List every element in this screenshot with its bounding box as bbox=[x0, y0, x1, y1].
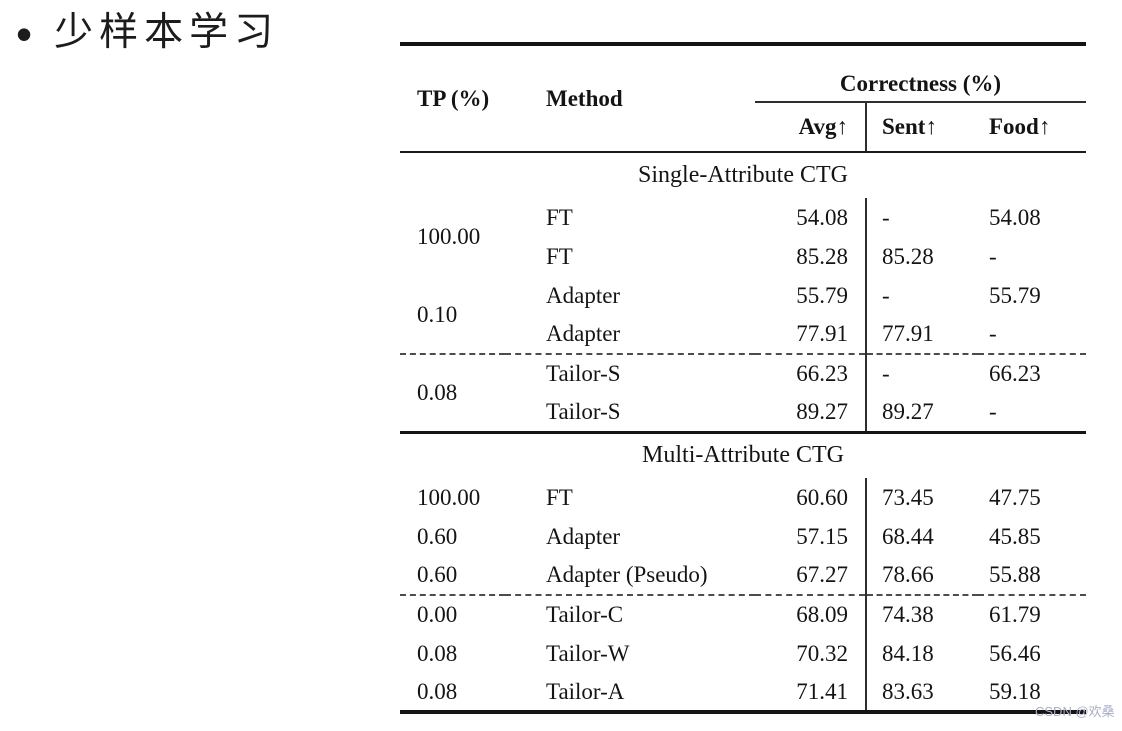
header-row-2: Avg↑ Sent↑ Food↑ bbox=[400, 102, 1087, 153]
bullet-icon: • bbox=[16, 8, 33, 60]
table-row: Tailor-S 89.27 89.27 - bbox=[400, 393, 1086, 432]
table-row: FT 85.28 85.28 - bbox=[400, 237, 1086, 276]
sent-cell: 83.63 bbox=[882, 678, 934, 704]
table-row: 100.00 FT 60.60 73.45 47.75 bbox=[400, 478, 1086, 517]
avg-cell: 85.28 bbox=[755, 237, 867, 276]
method-cell: Adapter (Pseudo) bbox=[546, 562, 708, 587]
avg-cell: 55.79 bbox=[755, 276, 867, 315]
food-cell: 45.85 bbox=[989, 523, 1041, 549]
food-cell: 47.75 bbox=[989, 484, 1041, 510]
food-cell: - bbox=[989, 321, 997, 346]
food-cell: 61.79 bbox=[978, 594, 1087, 634]
method-cell: Tailor-W bbox=[546, 640, 630, 666]
tp-cell: 0.60 bbox=[417, 562, 458, 587]
avg-cell: 66.23 bbox=[755, 353, 867, 393]
tp-cell: 0.08 bbox=[417, 640, 458, 666]
food-cell: 59.18 bbox=[989, 678, 1041, 704]
avg-cell: 71.41 bbox=[755, 673, 867, 712]
avg-cell: 67.27 bbox=[755, 556, 867, 595]
sent-cell: 74.38 bbox=[866, 594, 978, 634]
table-row: 0.60 Adapter 57.15 68.44 45.85 bbox=[400, 517, 1086, 556]
method-cell: Adapter bbox=[546, 321, 621, 346]
section-title: Single-Attribute CTG bbox=[638, 162, 848, 188]
col-header-correctness: Correctness (%) bbox=[755, 44, 1087, 103]
sent-cell: 85.28 bbox=[882, 243, 934, 269]
table-row: 0.08 Tailor-W 70.32 84.18 56.46 bbox=[400, 634, 1086, 673]
results-table-wrap: TP (%) Method Correctness (%) Avg↑ Sent↑… bbox=[400, 42, 1087, 714]
avg-cell: 54.08 bbox=[755, 198, 867, 237]
results-table: TP (%) Method Correctness (%) Avg↑ Sent↑… bbox=[400, 42, 1087, 714]
sent-cell: 84.18 bbox=[882, 640, 934, 666]
csdn-watermark: CSDN @欢桑 bbox=[1035, 704, 1115, 719]
table-row: 0.60 Adapter (Pseudo) 67.27 78.66 55.88 bbox=[400, 556, 1086, 595]
page-title-text: 少样本学习 bbox=[54, 11, 280, 54]
table-row: Adapter 77.91 77.91 - bbox=[400, 315, 1086, 354]
sent-cell: 77.91 bbox=[882, 321, 934, 346]
tp-cell: 100.00 bbox=[417, 484, 481, 510]
method-cell: Tailor-C bbox=[505, 594, 755, 634]
col-header-sent: Sent↑ bbox=[866, 102, 978, 153]
col-header-food: Food↑ bbox=[978, 102, 1087, 153]
method-cell: Tailor-S bbox=[546, 398, 621, 424]
method-cell: Tailor-S bbox=[505, 353, 755, 393]
col-header-tp: TP (%) bbox=[400, 44, 505, 153]
sent-cell: 73.45 bbox=[882, 484, 934, 510]
tp-cell: 0.00 bbox=[400, 594, 505, 634]
method-cell: FT bbox=[546, 204, 573, 230]
col-header-method: Method bbox=[505, 44, 755, 153]
col-header-avg: Avg↑ bbox=[755, 102, 867, 153]
food-cell: 55.88 bbox=[989, 562, 1041, 587]
sent-cell: - bbox=[882, 204, 890, 230]
food-cell: 54.08 bbox=[989, 204, 1041, 230]
tp-cell: 0.60 bbox=[417, 523, 458, 549]
tp-cell: 0.08 bbox=[417, 678, 458, 704]
avg-cell: 89.27 bbox=[755, 393, 867, 432]
header-row-1: TP (%) Method Correctness (%) bbox=[400, 44, 1087, 153]
sent-cell: 89.27 bbox=[882, 398, 934, 424]
table-row: 0.08 Tailor-S 66.23 - 66.23 bbox=[400, 353, 1087, 432]
food-cell: 66.23 bbox=[978, 353, 1087, 393]
table-row: 100.00 FT 54.08 - 54.08 bbox=[400, 198, 1086, 249]
food-cell: 55.79 bbox=[989, 282, 1041, 308]
method-cell: FT bbox=[546, 243, 573, 269]
table-row: 0.08 Tailor-A 71.41 83.63 59.18 bbox=[400, 673, 1086, 712]
tp-cell: 0.08 bbox=[400, 353, 505, 432]
food-cell: - bbox=[989, 398, 997, 424]
avg-cell: 60.60 bbox=[755, 478, 867, 517]
method-cell: Adapter bbox=[546, 523, 621, 549]
avg-cell: 68.09 bbox=[755, 594, 867, 634]
method-cell: FT bbox=[546, 484, 573, 510]
section-header-multi-attribute: Multi-Attribute CTG bbox=[400, 430, 1087, 478]
sent-cell: - bbox=[866, 353, 978, 393]
sent-cell: 68.44 bbox=[882, 523, 934, 549]
table-row: 0.10 Adapter 55.79 - 55.79 bbox=[400, 276, 1086, 327]
page-title: • 少样本学习 bbox=[16, 8, 279, 58]
section-title: Multi-Attribute CTG bbox=[400, 430, 1087, 478]
food-cell: - bbox=[989, 243, 997, 269]
section-header-single-attribute: Single-Attribute CTG bbox=[400, 152, 1086, 198]
table-row: 0.00 Tailor-C 68.09 74.38 61.79 bbox=[400, 594, 1087, 634]
sent-cell: 78.66 bbox=[882, 562, 934, 587]
tp-cell: 0.10 bbox=[417, 301, 458, 327]
sent-cell: - bbox=[882, 282, 890, 308]
avg-cell: 77.91 bbox=[755, 315, 867, 354]
method-cell: Tailor-A bbox=[546, 678, 625, 704]
avg-cell: 57.15 bbox=[755, 517, 867, 556]
method-cell: Adapter bbox=[546, 282, 621, 308]
tp-cell: 100.00 bbox=[417, 224, 481, 249]
avg-cell: 70.32 bbox=[755, 634, 867, 673]
food-cell: 56.46 bbox=[989, 640, 1041, 666]
